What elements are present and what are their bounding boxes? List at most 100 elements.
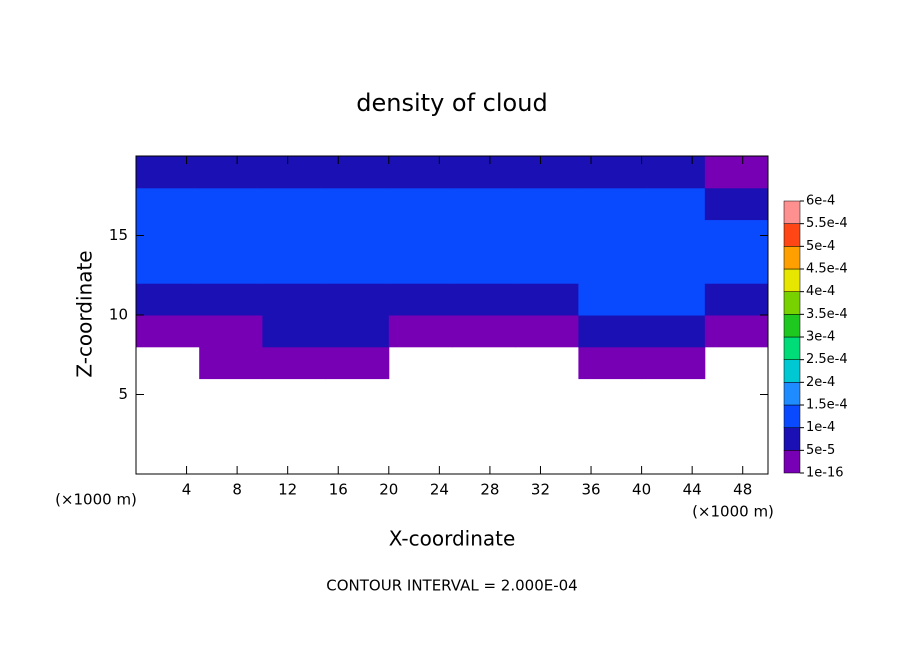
colorbar-swatch (783, 291, 801, 315)
colorbar-label: 4.5e-4 (806, 262, 848, 277)
x-tick-label: 16 (329, 481, 348, 499)
x-tick-label: 40 (632, 481, 651, 499)
contour-cell (641, 346, 706, 380)
contour-cell (578, 283, 643, 316)
contour-cell (325, 283, 390, 316)
colorbar-swatch (783, 404, 801, 428)
contour-cell (641, 187, 706, 221)
contour-cell (578, 315, 643, 348)
contour-cell (199, 283, 263, 316)
contour-cell (325, 346, 390, 380)
contour-cell (515, 315, 579, 348)
y-unit-label: (×1000 m) (55, 491, 137, 509)
colorbar-swatch (783, 246, 801, 270)
contour-cell (641, 219, 706, 252)
contour-cell (452, 156, 516, 189)
colorbar-label: 3e-4 (806, 330, 835, 345)
colorbar-label: 2.5e-4 (806, 352, 848, 367)
contour-cell (199, 187, 263, 221)
colorbar-label: 1e-16 (806, 466, 844, 481)
x-tick-label: 20 (379, 481, 398, 499)
contour-cell (136, 283, 200, 316)
contour-cell (325, 187, 390, 221)
colorbar-swatch (783, 200, 801, 224)
colorbar-label: 5.5e-4 (806, 216, 848, 231)
contour-cell (325, 219, 390, 252)
contour-cell (388, 251, 453, 284)
contour-cell (515, 251, 579, 284)
contour-cell (199, 251, 263, 284)
colorbar-label: 5e-4 (806, 239, 835, 254)
x-tick-label: 32 (531, 481, 550, 499)
x-tick-label: 12 (278, 481, 297, 499)
colorbar-swatch (783, 427, 801, 451)
contour-cell (641, 283, 706, 316)
contour-cell (199, 315, 263, 348)
x-tick-label: 28 (480, 481, 499, 499)
x-tick-label: 24 (430, 481, 449, 499)
colorbar-label: 6e-4 (806, 194, 835, 209)
contour-cell (452, 315, 516, 348)
colorbar-label: 3.5e-4 (806, 307, 848, 322)
contour-cell (136, 315, 200, 348)
contour-cell (199, 156, 263, 189)
colorbar-swatch (783, 359, 801, 383)
contour-cell (325, 156, 390, 189)
x-tick-label: 4 (182, 481, 192, 499)
contour-cell (136, 219, 200, 252)
contour-cell (199, 219, 263, 252)
contour-cell (262, 156, 327, 189)
contour-cell (515, 187, 579, 221)
y-axis-label: Z-coordinate (73, 250, 97, 377)
contour-cell (388, 187, 453, 221)
contour-cell (262, 251, 327, 284)
colorbar-swatch (783, 450, 801, 474)
colorbar-label: 1.5e-4 (806, 398, 848, 413)
contour-cell (641, 251, 706, 284)
contour-cell (641, 156, 706, 189)
contour-cell (704, 283, 769, 316)
x-tick-label: 44 (683, 481, 702, 499)
contour-cell (578, 187, 643, 221)
x-tick-label: 36 (581, 481, 600, 499)
contour-cell (388, 156, 453, 189)
contour-cell (704, 315, 769, 348)
contour-cell (578, 251, 643, 284)
x-tick-label: 48 (733, 481, 752, 499)
contour-cell (704, 187, 769, 221)
x-axis-label: X-coordinate (389, 527, 516, 551)
contour-cell (325, 315, 390, 348)
contour-cell (515, 283, 579, 316)
contour-cell (704, 251, 769, 284)
y-tick-label: 10 (109, 306, 128, 324)
colorbar-swatch (783, 382, 801, 406)
contour-cell (452, 187, 516, 221)
colorbar-swatch (783, 314, 801, 338)
contour-cell (262, 187, 327, 221)
colorbar-label: 4e-4 (806, 284, 835, 299)
x-tick-label: 8 (232, 481, 242, 499)
contour-cell (515, 219, 579, 252)
contour-cell (388, 219, 453, 252)
y-tick-label: 5 (118, 385, 128, 403)
colorbar-label: 2e-4 (806, 375, 835, 390)
contour-cell (578, 219, 643, 252)
colorbar-swatch (783, 223, 801, 247)
contour-cell (452, 251, 516, 284)
chart-title: density of cloud (356, 89, 547, 117)
contour-cell (452, 219, 516, 252)
colorbar-swatch (783, 336, 801, 360)
contour-cell (388, 283, 453, 316)
contour-cell (704, 219, 769, 252)
footnote: CONTOUR INTERVAL = 2.000E-04 (326, 577, 577, 595)
contour-cell (641, 315, 706, 348)
x-unit-label: (×1000 m) (692, 503, 774, 521)
colorbar-label: 1e-4 (806, 420, 835, 435)
colorbar-swatch (783, 268, 801, 292)
contour-cell (262, 219, 327, 252)
contour-cell (578, 346, 643, 380)
colorbar-label: 5e-5 (806, 443, 835, 458)
contour-cell (325, 251, 390, 284)
